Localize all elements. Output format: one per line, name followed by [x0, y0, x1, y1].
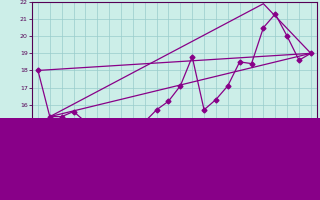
X-axis label: Windchill (Refroidissement éolien,°C): Windchill (Refroidissement éolien,°C): [96, 167, 253, 174]
